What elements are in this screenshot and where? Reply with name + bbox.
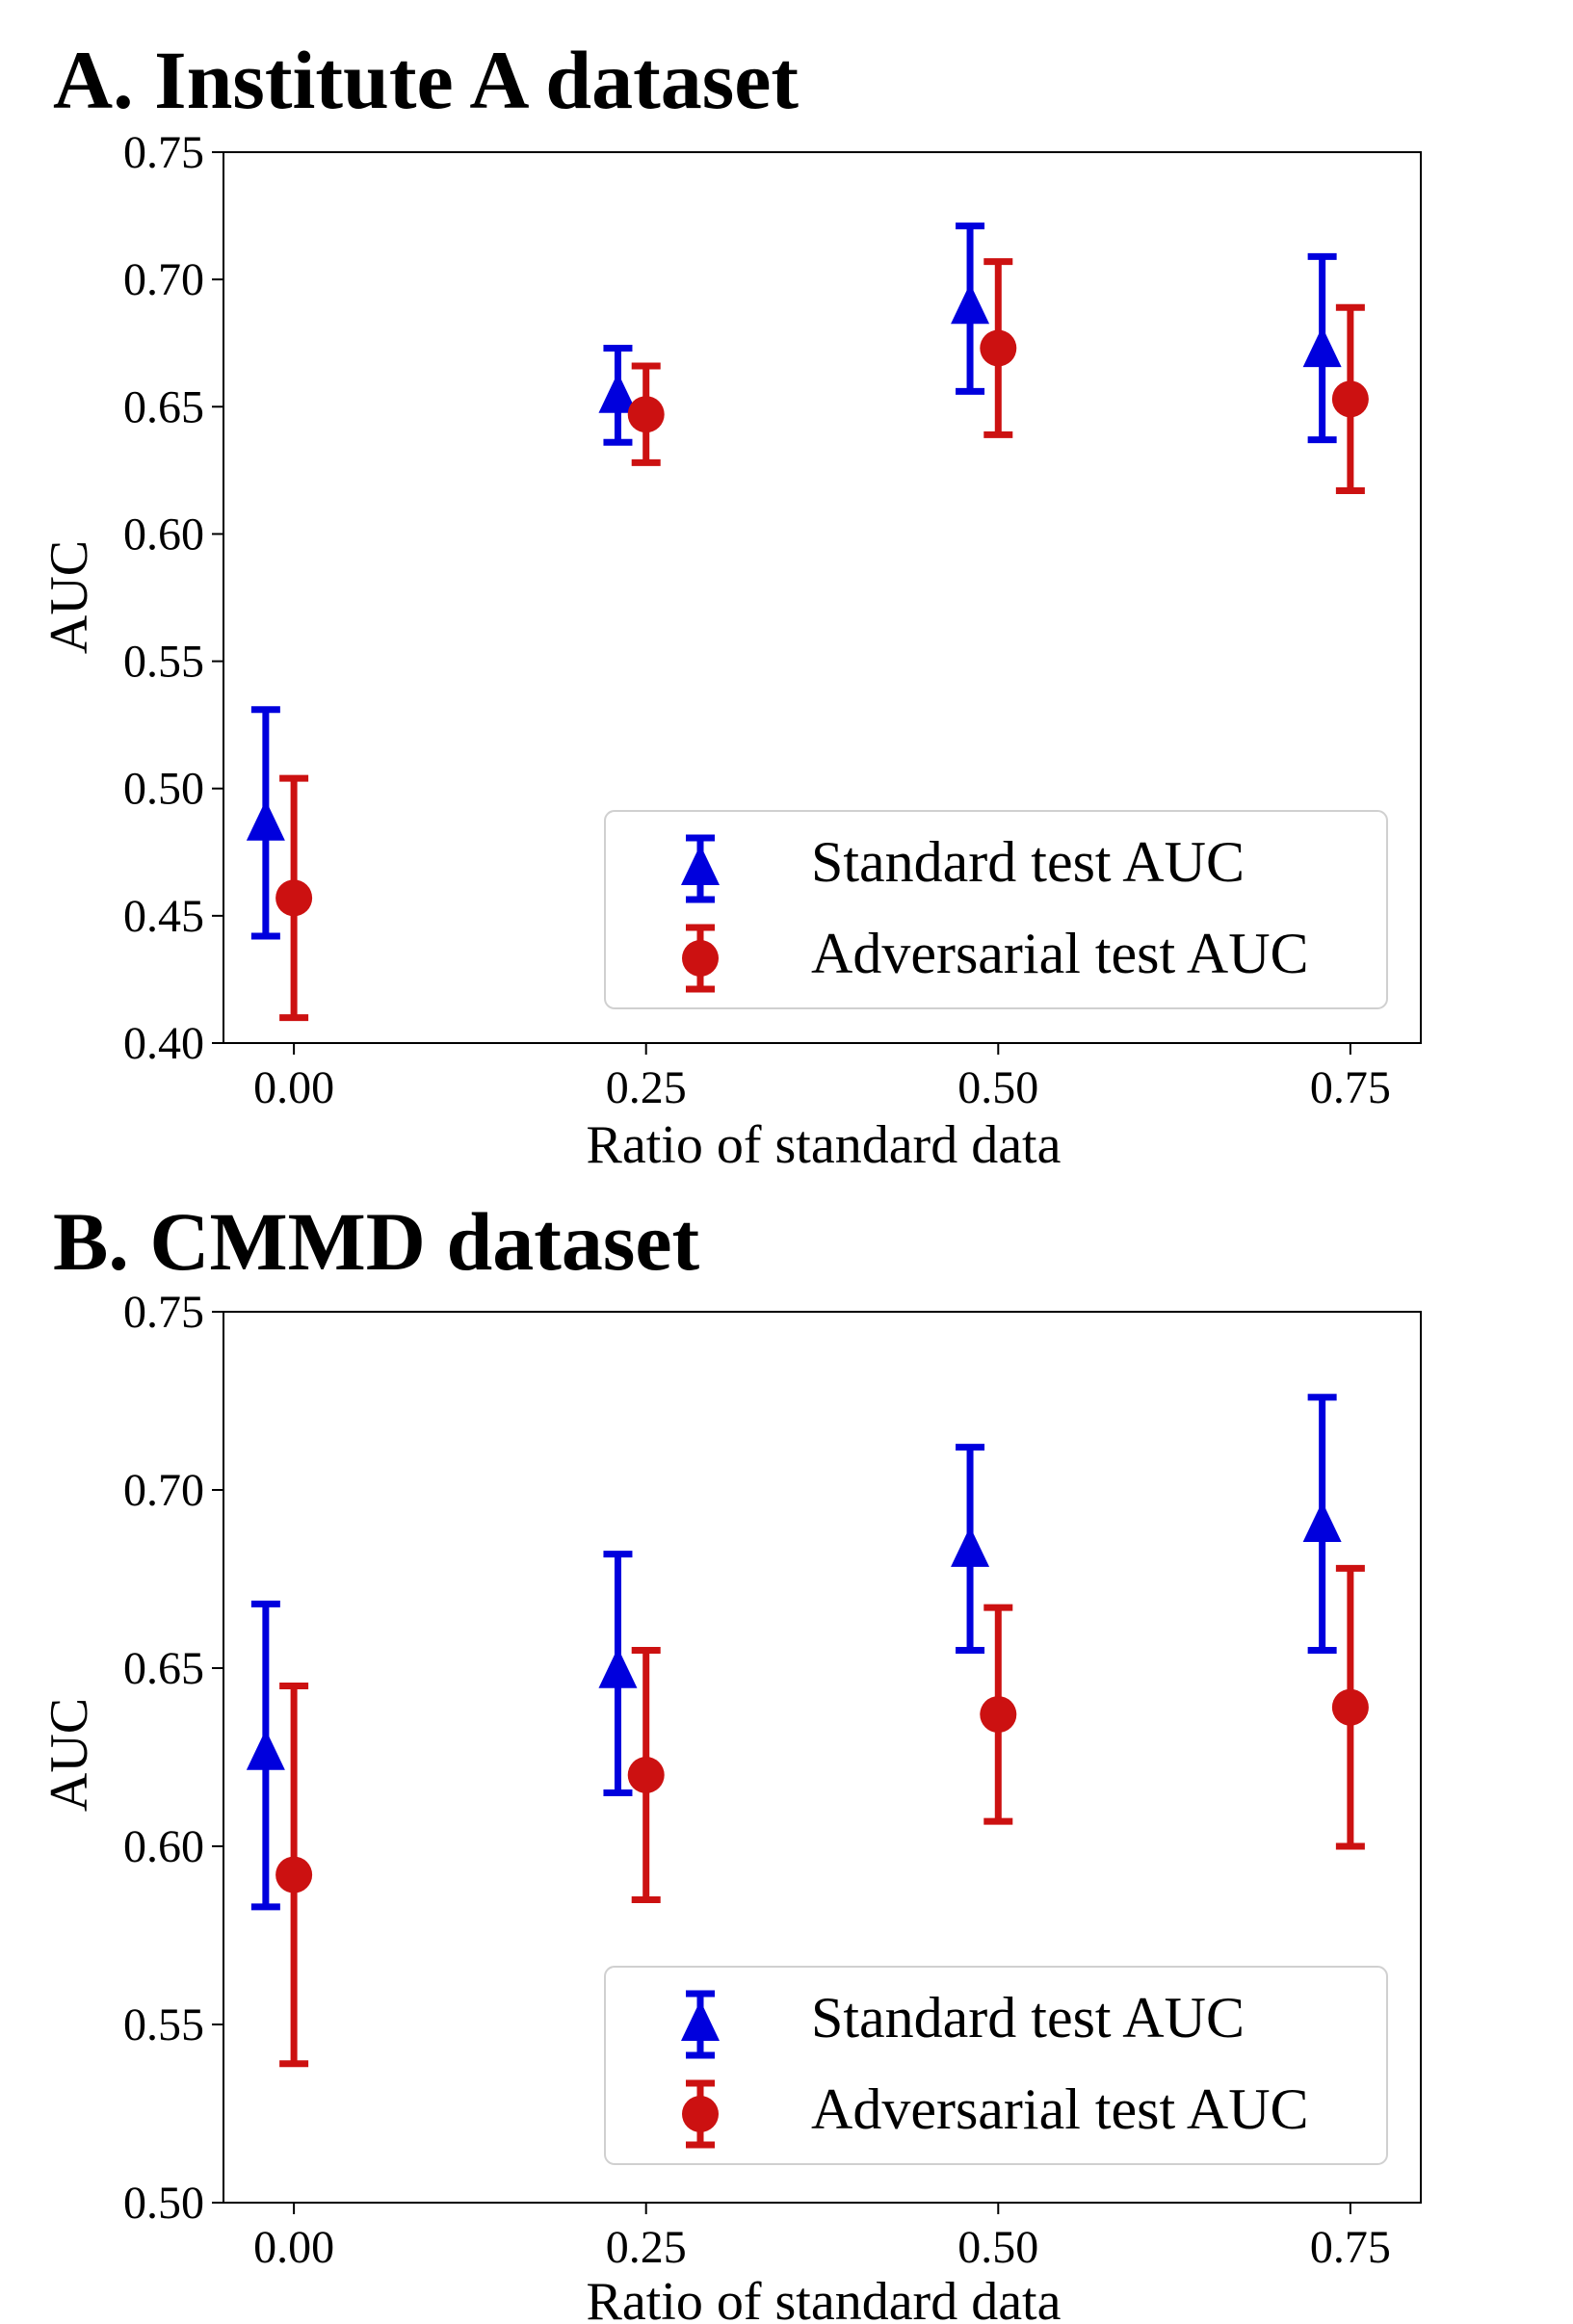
panel-a-y-axis-label: AUC [39,540,99,654]
panel-b-x-tick-label: 0.50 [957,2222,1038,2273]
panel-b-y-tick-label: 0.65 [123,1643,204,1694]
panel-b-legend-standard-label: Standard test AUC [811,1986,1245,2050]
panel-a: A. Institute A dataset 0.400.450.500.550… [39,34,1422,1175]
panel-a-plot-frame [223,151,1422,1044]
panel-a-series-1-point-0-marker [275,879,313,917]
panel-b-series-1-point-2-marker [980,1696,1017,1734]
panel-b-x-tick-label: 0.75 [1310,2222,1391,2273]
panel-a-series-0-point-2-marker [951,283,990,325]
panel-b-x-tick-label: 0.00 [253,2222,334,2273]
panel-b-y-tick-label: 0.70 [123,1465,204,1516]
panel-b-title: B. CMMD dataset [53,1195,700,1288]
panel-a-legend-adversarial-marker [682,924,719,993]
panel-b-series-1-point-3-marker [1331,1688,1369,1726]
panel-b-series-0-point-1-marker [598,1647,638,1688]
panel-b-legend: Standard test AUC Adversarial test AUC [604,1966,1388,2165]
panel-b-y-tick-label: 0.50 [123,2178,204,2229]
panel-a-series-0-point-3-marker [1302,326,1342,368]
panel-a-x-tick-label: 0.00 [253,1062,334,1113]
panel-a-y-tick-label: 0.50 [123,764,204,815]
panel-b-y-tick-label: 0.75 [123,1287,204,1338]
panel-b-x-tick-label: 0.25 [606,2222,687,2273]
panel-b-legend-standard-triangle [681,2000,720,2041]
panel-a-legend-adversarial-circle [682,940,719,977]
panel-b-legend-box [604,1966,1388,2165]
panel-a-legend-standard-triangle [681,845,720,885]
panel-b-series-0-point-2-marker [951,1526,990,1567]
panel-a-legend-adversarial-label: Adversarial test AUC [811,922,1309,985]
panel-b-x-ticks: 0.00 0.25 0.50 0.75 [253,2203,1391,2273]
panel-a-y-ticks: 0.40 0.45 0.50 0.55 0.60 0.65 0.70 0.75 [123,127,223,1069]
panel-a-legend: Standard test AUC Adversarial test AUC [604,810,1388,1009]
panel-a-legend-standard-label: Standard test AUC [811,830,1245,894]
panel-a-title: A. Institute A dataset [53,34,799,126]
panel-a-series-1-point-1-marker [627,396,665,433]
panel-b-y-ticks: 0.50 0.55 0.60 0.65 0.70 0.75 [123,1287,223,2229]
panel-b-data-marks [246,1394,1369,2068]
panel-a-legend-standard-marker [681,834,720,903]
panel-b-y-axis-label: AUC [39,1698,99,1812]
panel-a-series-1-point-2-marker [980,329,1017,367]
panel-b-legend-adversarial-label: Adversarial test AUC [811,2077,1309,2141]
panel-a-series-0-point-0-marker [246,799,285,841]
panel-a-y-tick-label: 0.60 [123,509,204,560]
panel-a-data-marks [246,222,1369,1022]
panel-a-y-tick-label: 0.65 [123,381,204,432]
panel-b-plot-frame [223,1311,1422,2204]
panel-b-series-1-point-0-marker [275,1856,313,1893]
panel-a-y-tick-label: 0.55 [123,637,204,688]
panel-a-series-1-point-3-marker [1331,380,1369,418]
panel-b-y-tick-label: 0.55 [123,1999,204,2050]
panel-a-legend-box [604,810,1388,1009]
panel-a-y-tick-label: 0.40 [123,1018,204,1069]
panel-b-series-0-point-0-marker [246,1729,285,1770]
panel-b-x-axis-label: Ratio of standard data [587,2272,1062,2324]
panel-a-x-tick-label: 0.25 [606,1062,687,1113]
panel-a-x-axis-label: Ratio of standard data [587,1115,1062,1175]
panel-a-y-tick-label: 0.75 [123,127,204,178]
panel-a-y-tick-label: 0.70 [123,254,204,305]
panel-a-x-tick-label: 0.50 [957,1062,1038,1113]
panel-a-x-tick-label: 0.75 [1310,1062,1391,1113]
panel-b-legend-standard-marker [681,1990,720,2059]
panel-b-legend-adversarial-marker [682,2079,719,2149]
panel-b-series-1-point-1-marker [627,1757,665,1793]
panel-b-legend-adversarial-circle [682,2096,719,2132]
panel-b-series-0-point-3-marker [1302,1501,1342,1542]
panel-b: B. CMMD dataset 0.50 0.55 0.60 0.65 0.70 0.75… [39,1195,1422,2324]
panel-a-y-tick-label: 0.45 [123,891,204,942]
panel-b-y-tick-label: 0.60 [123,1821,204,1872]
panel-a-x-ticks: 0.00 0.25 0.50 0.75 [253,1043,1391,1113]
panel-a-series-0-point-1-marker [598,372,638,413]
